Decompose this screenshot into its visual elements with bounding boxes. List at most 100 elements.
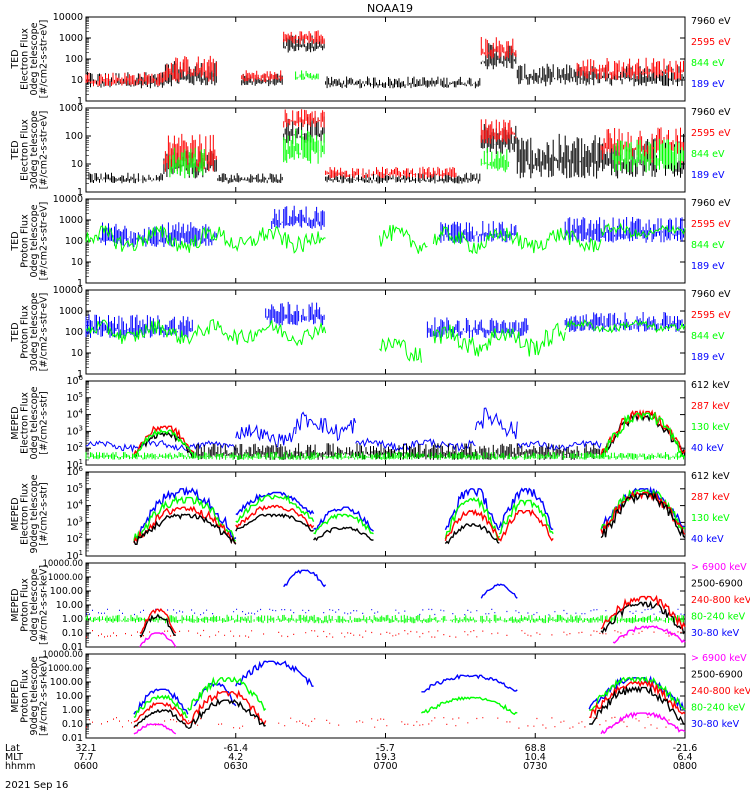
legend-entry: 2595 eV bbox=[691, 219, 731, 230]
y-axis-label: MEPEDProton Flux0deg telescope[#/cm2-s-s… bbox=[10, 565, 50, 645]
y-tick-label: 106 bbox=[66, 465, 83, 478]
legend-entry: 40 keV bbox=[691, 534, 724, 545]
legend-entry: 7960 eV bbox=[691, 289, 731, 300]
x-tick-label: 10.4 bbox=[525, 752, 546, 763]
series-black bbox=[133, 708, 189, 729]
legend-entry: 130 keV bbox=[691, 422, 730, 433]
series-blue bbox=[564, 312, 684, 332]
series-green bbox=[85, 452, 684, 460]
series-red bbox=[283, 30, 325, 45]
series-blue bbox=[265, 301, 325, 326]
legend-entry: 612 keV bbox=[691, 471, 730, 482]
y-tick-label: 102 bbox=[66, 532, 83, 545]
y-tick-label: 100 bbox=[65, 327, 83, 338]
x-tick-label: -61.4 bbox=[223, 743, 248, 754]
chart-panel-2: 1 10 100 1000 TEDElectron Flux30deg telescop… bbox=[10, 103, 731, 198]
y-axis-label: TEDElectron Flux30deg telescope[#/cm2-s-… bbox=[10, 110, 50, 189]
series-red bbox=[133, 505, 236, 545]
y-tick-label: 100.00 bbox=[50, 586, 83, 597]
legend-entry: 80-240 keV bbox=[691, 703, 746, 714]
legend-entry: 2500-6900 bbox=[691, 670, 743, 681]
y-tick-label: 10 bbox=[71, 348, 83, 359]
series-black bbox=[217, 173, 283, 184]
legend-entry: 40 keV bbox=[691, 443, 724, 454]
series-blue bbox=[283, 569, 327, 588]
series-green bbox=[600, 489, 686, 533]
x-tick-label: 7.7 bbox=[78, 752, 93, 763]
y-tick-label: 0.10 bbox=[62, 719, 83, 730]
legend-entry: 240-800 keV bbox=[691, 686, 750, 697]
series-green bbox=[444, 497, 500, 542]
y-tick-label: 10000 bbox=[53, 12, 83, 23]
chart-panel-7: 0.01 0.10 1.00 10.00 100.00 1000.00 10000.00ME… bbox=[10, 559, 750, 653]
legend-entry: > 6900 keV bbox=[691, 562, 747, 573]
y-tick-label: 1 bbox=[77, 187, 83, 198]
series-blue bbox=[564, 217, 684, 243]
series-red bbox=[241, 70, 283, 82]
y-tick-label: 10000 bbox=[53, 285, 83, 296]
series-black bbox=[480, 43, 517, 70]
legend-entry: 844 eV bbox=[691, 240, 725, 251]
series-blue bbox=[235, 491, 315, 516]
series-black bbox=[85, 71, 163, 89]
y-tick-label: 101 bbox=[66, 549, 83, 562]
y-axis-label: TEDProton Flux30deg telescope[#/cm2-s-st… bbox=[10, 292, 50, 371]
date-label: 2021 Sep 16 bbox=[5, 780, 68, 791]
series-green bbox=[169, 147, 205, 179]
series-green bbox=[432, 322, 566, 357]
x-tick-label: 68.8 bbox=[525, 743, 546, 754]
y-tick-label: 1000 bbox=[59, 103, 83, 114]
series-green bbox=[379, 336, 422, 363]
y-tick-label: 10000 bbox=[53, 194, 83, 205]
y-tick-label: 106 bbox=[66, 374, 83, 387]
panel-frame bbox=[85, 562, 686, 648]
y-axis-label: MEPEDElectron Flux90deg telescope[#/cm2-… bbox=[10, 474, 50, 553]
y-tick-label: 103 bbox=[66, 424, 83, 437]
x-tick-label: -21.6 bbox=[673, 743, 698, 754]
series-black bbox=[589, 685, 685, 725]
y-tick-label: 1000.00 bbox=[48, 664, 83, 674]
series-black bbox=[325, 172, 481, 184]
plot-title: NOAA19 bbox=[367, 2, 413, 15]
series-green bbox=[421, 696, 518, 716]
legend-entry: 2595 eV bbox=[691, 128, 731, 139]
legend-entry: 844 eV bbox=[691, 58, 725, 69]
y-tick-label: 1000 bbox=[59, 33, 83, 44]
series-red bbox=[589, 679, 686, 718]
legend-entry: 844 eV bbox=[691, 331, 725, 342]
series-black bbox=[600, 491, 686, 539]
series-green bbox=[379, 224, 428, 254]
y-tick-label: 10.00 bbox=[56, 691, 83, 702]
series-black bbox=[235, 513, 314, 532]
y-tick-label: 0.10 bbox=[62, 628, 83, 639]
series-green bbox=[313, 513, 374, 535]
series-green bbox=[133, 694, 188, 719]
x-tick-label: 0600 bbox=[74, 761, 98, 772]
chart-panel-8: 0.01 0.10 1.00 10.00 100.00 1000.00 10000.00ME… bbox=[10, 650, 750, 744]
series-black bbox=[85, 172, 163, 184]
y-tick-label: 1.00 bbox=[62, 614, 83, 625]
legend-entry: 189 eV bbox=[691, 352, 725, 363]
series-blue bbox=[133, 688, 189, 715]
x-tick-label: 0800 bbox=[673, 761, 697, 772]
y-tick-label: 104 bbox=[66, 408, 83, 421]
series-red bbox=[444, 508, 500, 541]
y-axis-label: MEPEDElectron Flux0deg telescope[#/cm2-s… bbox=[10, 386, 50, 459]
legend-entry: 2595 eV bbox=[691, 37, 731, 48]
series-green bbox=[480, 147, 511, 173]
legend-entry: 844 eV bbox=[691, 149, 725, 160]
series-red bbox=[480, 119, 517, 144]
series-red bbox=[86, 716, 670, 729]
x-row-label: hhmm bbox=[5, 761, 36, 772]
y-tick-label: 10 bbox=[71, 159, 83, 170]
y-tick-label: 1 bbox=[77, 369, 83, 380]
legend-entry: 287 keV bbox=[691, 401, 730, 412]
legend-entry: 612 keV bbox=[691, 380, 730, 391]
y-axis-label: TEDElectron Flux0deg telescope[#/cm2-s-s… bbox=[10, 20, 50, 99]
legend-entry: 240-800 keV bbox=[691, 595, 750, 606]
legend-entry: 189 eV bbox=[691, 170, 725, 181]
y-tick-label: 1 bbox=[77, 96, 83, 107]
series-blue bbox=[86, 608, 685, 616]
